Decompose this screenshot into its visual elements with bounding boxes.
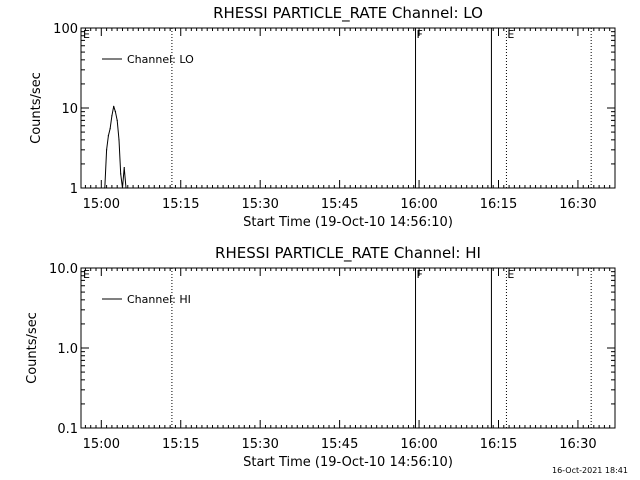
panel-2-y-tick-label: 1.0 <box>57 342 78 357</box>
panel-2-event-marker-label: F <box>417 268 423 281</box>
panel-1-data-point <box>104 187 106 189</box>
panel-1-y-tick-label: 100 <box>53 22 78 37</box>
panel-1-x-axis-label: Start Time (19-Oct-10 14:56:10) <box>243 215 453 230</box>
panel-2-x-tick-label: 15:00 <box>83 437 120 452</box>
panel-1-data-point <box>123 166 125 169</box>
panel-1-event-marker-label: F <box>417 28 423 41</box>
panel-1-data-point <box>127 187 129 189</box>
panel-2-y-axis-label: Counts/sec <box>25 312 40 384</box>
panel-1-y-tick-label: 10 <box>61 102 78 117</box>
panel-1-x-tick-label: 16:00 <box>400 197 437 212</box>
panel-2-x-tick-label: 15:30 <box>241 437 278 452</box>
panel-2-x-tick-label: 16:15 <box>480 437 517 452</box>
panel-1-data-point <box>114 111 117 113</box>
panel-1-edge-label: E <box>83 28 90 41</box>
panel-1-x-tick-label: 16:15 <box>480 197 517 212</box>
panel-1-data-point <box>125 187 127 189</box>
panel-2-x-tick-label: 15:45 <box>321 437 358 452</box>
footer-timestamp: 16-Oct-2021 18:41 <box>552 466 628 475</box>
panel-2-title: RHESSI PARTICLE_RATE Channel: HI <box>215 244 481 263</box>
panel-1-y-axis-label: Counts/sec <box>29 72 44 144</box>
panel-2-edge-label: E <box>83 268 90 281</box>
panel-1-event-marker-label: E <box>507 28 514 41</box>
panel-2-x-tick-label: 15:15 <box>162 437 199 452</box>
panel-1-x-tick-label: 15:30 <box>241 197 278 212</box>
panel-2-x-tick-label: 16:30 <box>559 437 596 452</box>
panel-2-y-tick-label: 10.0 <box>49 262 78 277</box>
panel-1-data-point <box>111 115 113 117</box>
panel-2-plot-frame <box>80 267 616 429</box>
panel-1-data-point <box>118 139 120 141</box>
panel-1-title: RHESSI PARTICLE_RATE Channel: LO <box>213 4 483 23</box>
panel-1-x-tick-label: 15:45 <box>321 197 358 212</box>
panel-1-data-point <box>113 105 115 107</box>
panel-1-plot-frame <box>80 27 616 189</box>
panel-2-y-tick-label: 0.1 <box>57 422 78 437</box>
panel-1-x-tick-label: 15:15 <box>162 197 199 212</box>
panel-2-legend-label: Channel: HI <box>127 293 191 306</box>
panel-1-data-point <box>120 173 122 175</box>
panel-1-x-tick-label: 15:00 <box>83 197 120 212</box>
panel-2-x-axis-label: Start Time (19-Oct-10 14:56:10) <box>243 455 453 470</box>
panel-1-x-tick-label: 16:30 <box>559 197 596 212</box>
panel-1-data-point <box>107 135 109 137</box>
panel-1-data-point <box>121 187 124 189</box>
panel-2-x-tick-label: 16:00 <box>400 437 437 452</box>
panel-1-data-point <box>109 128 111 130</box>
panel-1-data-point <box>105 149 108 151</box>
panel-1-legend-label: Channel: LO <box>127 53 194 66</box>
panel-1-data-point <box>116 119 118 121</box>
panel-1-y-tick-label: 1 <box>70 182 78 197</box>
panel-1-series-line <box>104 106 128 189</box>
panel-2-event-marker-label: E <box>507 268 514 281</box>
